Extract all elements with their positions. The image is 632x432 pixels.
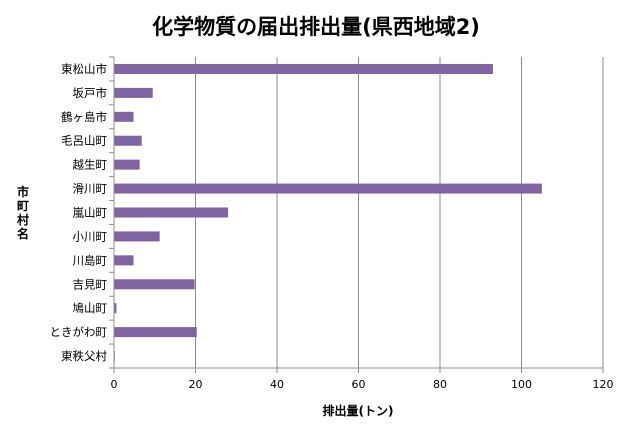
- category-label: 小川町: [73, 229, 108, 243]
- bar: [114, 327, 197, 338]
- category-label: 吉見町: [73, 277, 108, 291]
- category-label: 東松山市: [61, 62, 107, 76]
- bar: [114, 183, 542, 194]
- category-label: ときがわ町: [50, 325, 108, 339]
- category-label: 滑川町: [73, 182, 108, 196]
- bar: [114, 135, 142, 146]
- category-label: 越生町: [73, 158, 108, 172]
- category-label: 川島町: [73, 253, 108, 267]
- category-label: 鶴ヶ島市: [61, 110, 107, 124]
- bar: [114, 231, 160, 242]
- category-label: 嵐山町: [73, 206, 108, 220]
- y-axis-title-char: 市: [17, 184, 29, 199]
- bar: [114, 303, 117, 314]
- x-tick-label: 0: [111, 378, 118, 391]
- axes: [109, 56, 604, 373]
- gridlines: [195, 57, 604, 368]
- y-axis-title-char: 町: [17, 199, 29, 213]
- bar: [114, 63, 493, 74]
- y-axis-title-char: 名: [17, 226, 29, 241]
- x-tick-label: 80: [433, 378, 447, 391]
- bar: [114, 87, 153, 98]
- bars: [114, 63, 542, 362]
- x-tick-label: 60: [352, 378, 366, 391]
- x-tick-label: 20: [189, 378, 203, 391]
- category-label: 東秩父村: [61, 349, 107, 363]
- x-tick-label: 100: [511, 378, 532, 391]
- y-axis-title-char: 村: [17, 212, 29, 227]
- chart-title: 化学物質の届出排出量(県西地域2): [152, 15, 480, 39]
- category-label: 坂戸市: [73, 86, 108, 100]
- x-tick-label: 40: [270, 378, 284, 391]
- bar: [114, 207, 229, 218]
- bar: [114, 159, 140, 170]
- bar: [114, 279, 195, 290]
- bar: [114, 111, 134, 122]
- x-tick-labels: 0 20 40 60 80 100 120: [111, 378, 614, 391]
- x-axis-title: 排出量(トン): [323, 403, 394, 418]
- category-label: 毛呂山町: [61, 134, 107, 148]
- category-label: 鳩山町: [73, 301, 108, 315]
- bar: [114, 255, 134, 266]
- x-tick-label: 120: [593, 378, 614, 391]
- category-labels: 東松山市坂戸市鶴ヶ島市毛呂山町越生町滑川町嵐山町小川町川島町吉見町鳩山町ときがわ…: [50, 62, 108, 363]
